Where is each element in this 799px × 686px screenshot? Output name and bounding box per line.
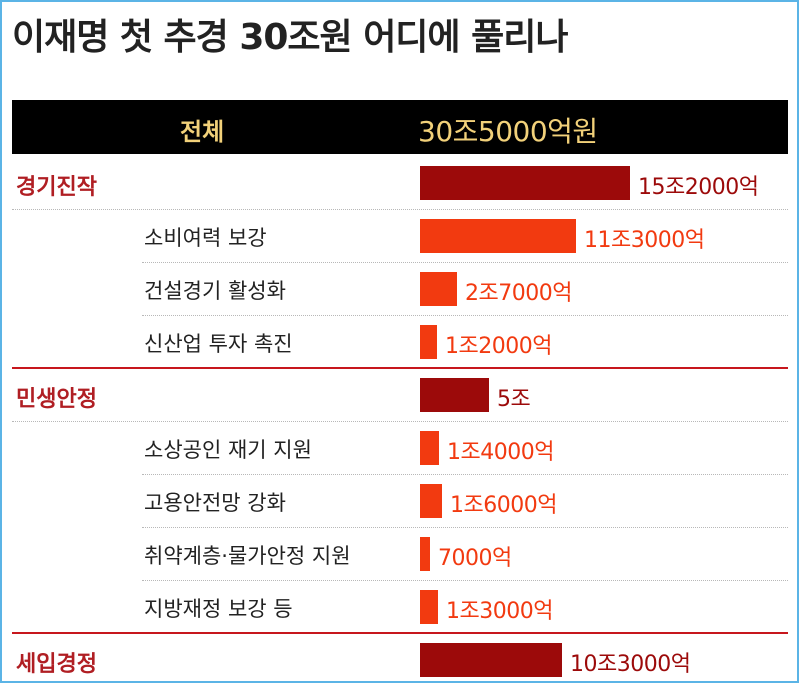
- total-header: 전체 30조5000억원: [12, 100, 788, 154]
- item-label: 건설경기 활성화: [144, 279, 286, 303]
- item-bar: [420, 219, 576, 253]
- item-label: 신산업 투자 촉진: [144, 332, 293, 356]
- row-divider: [142, 474, 788, 475]
- bar-value-label: 7000억: [438, 546, 512, 571]
- item-label: 고용안전망 강화: [144, 491, 286, 515]
- item-bar: [420, 325, 437, 359]
- bar-value-label: 1조4000억: [447, 440, 554, 465]
- item-bar: [420, 272, 457, 306]
- row-divider: [142, 580, 788, 581]
- bar-value-label: 10조3000억: [570, 652, 691, 677]
- item-row: 소비여력 보강 11조3000억: [12, 209, 788, 262]
- bar-value-label: 2조7000억: [465, 281, 572, 306]
- category-label: 세입경정: [16, 652, 97, 677]
- chart-title: 이재명 첫 추경 30조원 어디에 풀리나: [12, 17, 568, 58]
- bar-value-label: 1조6000억: [450, 493, 557, 518]
- item-row: 취약계층·물가안정 지원 7000억: [12, 527, 788, 580]
- category-row: 경기진작 15조2000억: [12, 156, 788, 209]
- bar-value-label: 15조2000억: [638, 175, 759, 200]
- item-label: 소상공인 재기 지원: [144, 438, 312, 462]
- bar-value-label: 1조2000억: [445, 334, 552, 359]
- category-row: 민생안정 5조: [12, 368, 788, 421]
- row-divider: [12, 209, 788, 210]
- item-label: 지방재정 보강 등: [144, 597, 293, 621]
- row-divider: [142, 262, 788, 263]
- category-divider: [12, 367, 788, 369]
- row-divider: [142, 527, 788, 528]
- category-bar: [420, 378, 489, 412]
- item-bar: [420, 484, 442, 518]
- item-row: 신산업 투자 촉진 1조2000억: [12, 315, 788, 368]
- bar-value-label: 1조3000억: [446, 599, 553, 624]
- item-bar: [420, 431, 439, 465]
- category-bar: [420, 643, 562, 677]
- category-label: 민생안정: [16, 387, 97, 412]
- total-label: 전체: [180, 118, 225, 146]
- item-bar: [420, 537, 430, 571]
- total-value: 30조5000억원: [418, 115, 598, 148]
- category-bar: [420, 166, 630, 200]
- item-row: 고용안전망 강화 1조6000억: [12, 474, 788, 527]
- item-row: 소상공인 재기 지원 1조4000억: [12, 421, 788, 474]
- bar-value-label: 5조: [497, 387, 531, 412]
- category-divider: [12, 632, 788, 634]
- item-label: 취약계층·물가안정 지원: [144, 544, 351, 568]
- item-label: 소비여력 보강: [144, 226, 267, 250]
- row-divider: [12, 421, 788, 422]
- row-divider: [142, 315, 788, 316]
- item-bar: [420, 590, 438, 624]
- category-label: 경기진작: [16, 175, 97, 200]
- item-row: 지방재정 보강 등 1조3000억: [12, 580, 788, 633]
- item-row: 건설경기 활성화 2조7000억: [12, 262, 788, 315]
- bar-value-label: 11조3000억: [584, 228, 705, 253]
- category-row: 세입경정 10조3000억: [12, 633, 788, 686]
